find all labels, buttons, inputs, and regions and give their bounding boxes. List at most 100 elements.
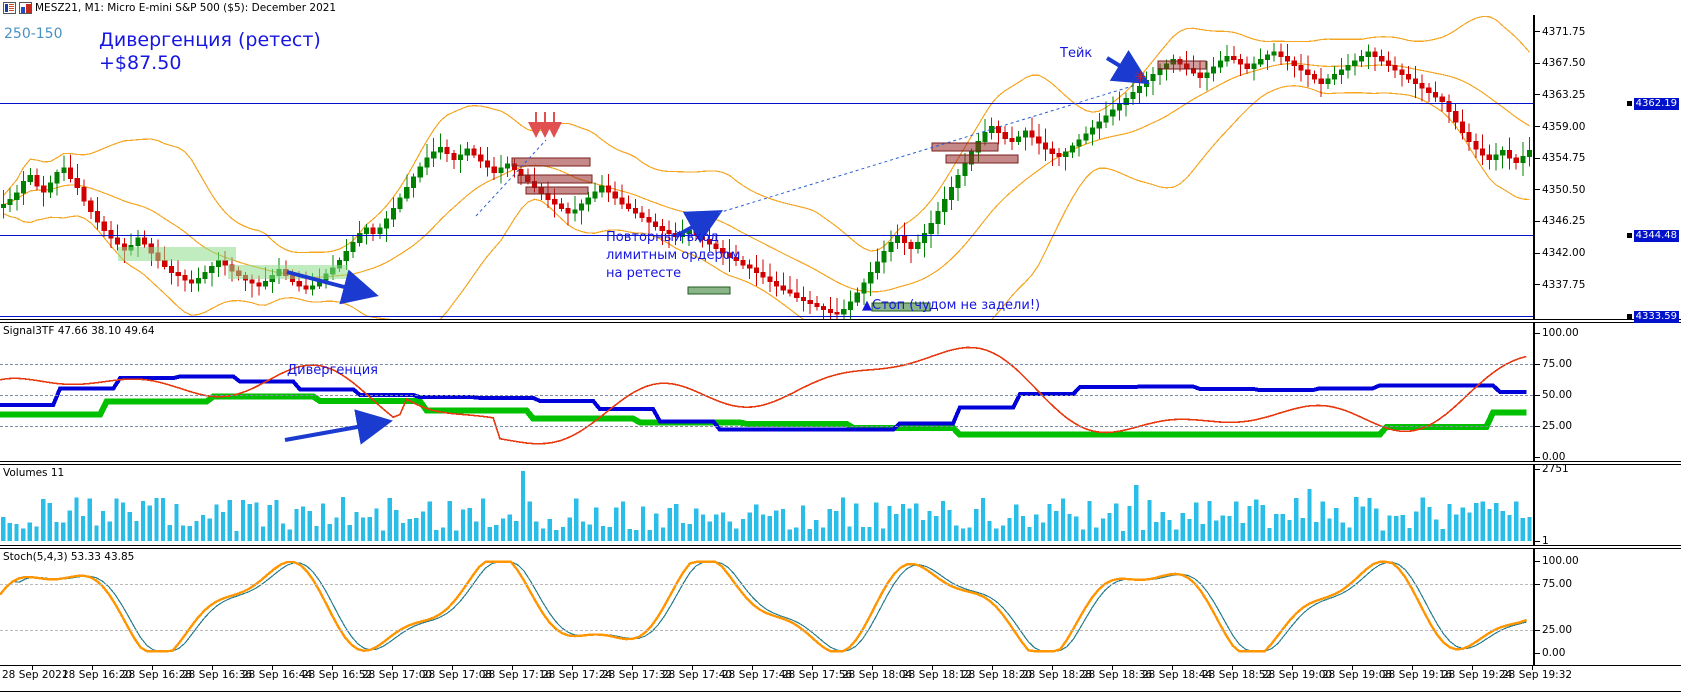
time-tick [512, 666, 513, 670]
signal-tick: 0.00 [1535, 451, 1565, 463]
time-axis-label: 28 Sep 17:24 [542, 669, 613, 681]
annotation-reentry-line1: Повторный вход [606, 230, 719, 245]
time-axis-label: 28 Sep 17:48 [722, 669, 793, 681]
price-tick: 4350.50 [1535, 184, 1585, 196]
time-tick [692, 666, 693, 670]
annotation-reentry-line3: на ретесте [606, 266, 682, 281]
price-level-line [0, 235, 1533, 236]
signal3tf-axis[interactable]: 100.00 75.00 50.00 25.00 0.00 [1533, 323, 1681, 463]
price-tick: 4354.75 [1535, 152, 1585, 164]
time-tick [1412, 666, 1413, 670]
annotation-divergence-oscillator: Дивергенция [287, 363, 378, 378]
time-tick [272, 666, 273, 670]
signal-tick: 75.00 [1535, 358, 1572, 370]
signal-tick-label: 0.00 [1542, 451, 1566, 463]
stochastic-axis[interactable]: 100.00 75.00 25.00 0.00 [1533, 549, 1681, 665]
volumes-tick: 2751 [1535, 463, 1569, 475]
volumes-panel: Volumes 11 2751 1 [0, 463, 1681, 547]
price-level-line [0, 103, 1533, 104]
time-axis-label: 28 Sep 17:40 [662, 669, 733, 681]
time-axis-label: 28 Sep 16:44 [242, 669, 313, 681]
annotation-stop: ▲Стоп (чудом не задели!) [862, 298, 1041, 313]
price-level-label-2[interactable]: 4333.59 [1626, 310, 1679, 323]
volumes-tick-label: 2751 [1542, 463, 1569, 475]
volumes-series [1, 471, 1532, 541]
time-tick [572, 666, 573, 670]
chart-window-icon[interactable] [3, 1, 16, 14]
stoch-tick-label: 25.00 [1542, 624, 1573, 636]
signal-tick: 50.00 [1535, 389, 1572, 401]
time-axis-label: 28 Sep 16:28 [122, 669, 193, 681]
time-tick [452, 666, 453, 670]
stoch-tick-label: 100.00 [1542, 555, 1579, 567]
time-axis-label: 28 Sep 19:08 [1322, 669, 1393, 681]
price-tick-label: 4337.75 [1542, 278, 1586, 291]
price-tick-label: 4342.00 [1542, 247, 1586, 260]
stochastic-series [0, 560, 1528, 653]
time-axis-label: 28 Sep 19:32 [1502, 669, 1573, 681]
time-tick [812, 666, 813, 670]
time-axis-label: 28 Sep 19:24 [1442, 669, 1513, 681]
annotation-headline: Дивергенция (ретест) [99, 29, 321, 51]
signal-gridline [0, 426, 1533, 427]
time-axis-label: 28 Sep 18:36 [1082, 669, 1153, 681]
stochastic-panel: Stoch(5,4,3) 53.33 43.85 100.00 75.00 25.0… [0, 548, 1681, 666]
time-tick [1292, 666, 1293, 670]
time-tick [152, 666, 153, 670]
price-tick: 4363.25 [1535, 89, 1585, 101]
price-level-label-1[interactable]: 4344.48 [1626, 229, 1679, 242]
time-tick [212, 666, 213, 670]
price-series [0, 15, 1533, 319]
signal-gridline [0, 364, 1533, 365]
price-tick-label: 4350.50 [1542, 183, 1586, 196]
time-axis-label: 28 Sep 17:16 [482, 669, 553, 681]
price-panel: 4371.75 4367.50 4363.25 4359.00 4354.75 4350.… [0, 15, 1681, 323]
stoch-tick: 0.00 [1535, 647, 1565, 659]
time-tick [932, 666, 933, 670]
time-tick [992, 666, 993, 670]
signal-tick: 25.00 [1535, 420, 1572, 432]
stoch-gridline [0, 630, 1533, 631]
price-tick-label: 4359.00 [1542, 120, 1586, 133]
annotation-profit: +$87.50 [99, 52, 182, 74]
annotation-reentry-line2: лимитным ордером [606, 248, 741, 263]
time-axis-label: 28 Sep 18:44 [1142, 669, 1213, 681]
stochastic-plot-area[interactable] [0, 549, 1533, 665]
price-level-label-0[interactable]: 4362.19 [1626, 97, 1679, 110]
volumes-axis[interactable]: 2751 1 [1533, 463, 1681, 547]
time-axis[interactable]: 28 Sep 2021 28 Sep 16:20 28 Sep 16:28 28 Se… [0, 666, 1681, 692]
signal3tf-panel: Signal3TF 47.66 38.10 49.64 100.00 75.00 5… [0, 322, 1681, 463]
signal-tick-label: 50.00 [1542, 389, 1573, 401]
time-axis-label: 28 Sep 19:00 [1262, 669, 1333, 681]
volumes-plot-area[interactable] [0, 465, 1533, 545]
signal3tf-label: Signal3TF 47.66 38.10 49.64 [3, 325, 155, 337]
time-tick [32, 666, 33, 670]
time-axis-label: 28 Sep 2021 [2, 669, 69, 681]
stoch-tick: 100.00 [1535, 555, 1579, 567]
price-tick: 4359.00 [1535, 121, 1585, 133]
price-axis[interactable]: 4371.75 4367.50 4363.25 4359.00 4354.75 4350.… [1533, 15, 1681, 319]
signal-tick-label: 75.00 [1542, 358, 1573, 370]
stoch-gridline [0, 584, 1533, 585]
template-icon[interactable] [19, 1, 32, 14]
time-tick [1052, 666, 1053, 670]
time-tick [1172, 666, 1173, 670]
time-tick [392, 666, 393, 670]
signal3tf-plot-area[interactable] [0, 323, 1533, 461]
signal-tick-label: 25.00 [1542, 420, 1573, 432]
volumes-tick-label: 1 [1542, 535, 1549, 547]
time-tick [1352, 666, 1353, 670]
volumes-label: Volumes 11 [3, 467, 65, 479]
price-tick: 4367.50 [1535, 57, 1585, 69]
price-tick: 4346.25 [1535, 215, 1585, 227]
price-tick: 4371.75 [1535, 26, 1585, 38]
time-tick [1232, 666, 1233, 670]
time-axis-label: 28 Sep 16:52 [302, 669, 373, 681]
page-title: MESZ21, M1: Micro E-mini S&P 500 ($5): D… [35, 1, 337, 14]
window-titlebar: MESZ21, M1: Micro E-mini S&P 500 ($5): D… [0, 0, 1681, 15]
time-tick [92, 666, 93, 670]
price-plot-area[interactable] [0, 15, 1533, 319]
price-tick: 4342.00 [1535, 247, 1585, 259]
price-tick-label: 4354.75 [1542, 152, 1586, 165]
